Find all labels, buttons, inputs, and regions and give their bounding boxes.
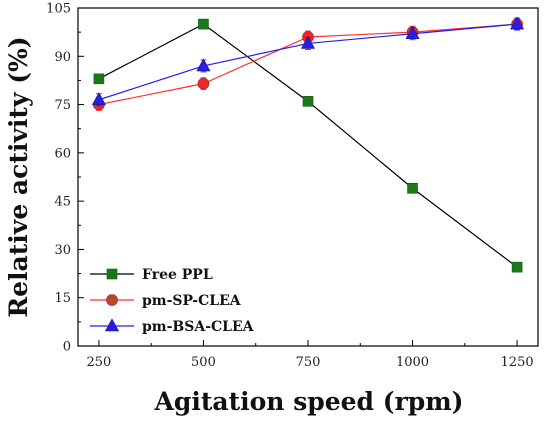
x-axis-ticks: 250 500 750 1000 1250 [86,340,534,370]
data-point [198,18,209,30]
y-tick-label: 90 [54,50,71,65]
data-point [511,261,523,273]
data-point [93,73,105,85]
x-axis-title: Agitation speed (rpm) [153,387,463,416]
data-point [197,77,210,90]
y-axis-title: Relative activity (%) [4,36,33,317]
x-tick-label: 750 [296,355,321,370]
series-line [98,23,518,268]
y-tick-label: 45 [54,195,71,210]
data-point [196,58,211,72]
x-tick-label: 500 [191,355,216,370]
data-point [300,35,316,49]
series-pm-bsa-clea [91,16,525,107]
x-tick-label: 1250 [501,355,534,370]
y-axis-ticks: 0 15 30 45 60 75 90 105 [46,2,84,355]
legend-label: Free PPL [142,267,213,283]
data-point [405,26,420,40]
y-tick-label: 30 [54,243,71,258]
x-tick-label: 1000 [396,355,429,370]
y-tick-label: 75 [54,98,71,113]
plot-frame [77,7,539,347]
data-point [302,96,314,107]
legend-label: pm-SP-CLEA [142,293,242,309]
legend-marker [106,294,118,306]
y-tick-label: 105 [46,2,71,17]
x-tick-label: 250 [86,355,111,370]
y-tick-label: 15 [54,291,71,306]
data-point [407,182,418,194]
data-point [510,16,525,30]
series-layer [91,16,525,273]
series-free-ppl [93,18,523,273]
legend-marker [106,268,118,280]
legend: Free PPL pm-SP-CLEA pm-BSA-CLEA [90,267,255,335]
y-tick-label: 60 [54,146,71,161]
y-tick-label: 0 [63,340,71,355]
legend-label: pm-BSA-CLEA [142,319,255,335]
legend-marker [104,318,120,332]
data-point [91,92,106,106]
